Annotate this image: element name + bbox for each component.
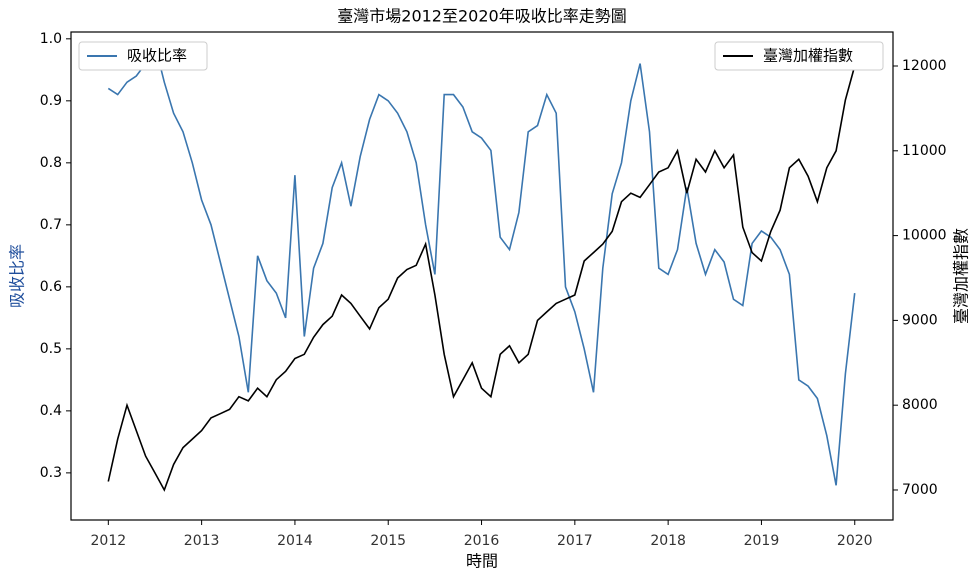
y-tick-label: 0.8 [40,155,62,171]
legend-label: 臺灣加權指數 [763,47,853,65]
y-tick-label: 0.6 [40,279,62,295]
y-tick-label: 0.4 [40,403,62,419]
y2-tick-label: 11000 [902,143,947,159]
y2-tick-label: 12000 [902,58,947,74]
y2-tick-label: 7000 [902,482,938,498]
legend-box [714,41,884,71]
x-axis-label: 時間 [466,552,498,571]
series-line [107,42,856,486]
x-tick-label: 2017 [557,533,593,549]
legend-box [78,41,208,71]
x-tick-label: 2020 [837,533,873,549]
x-tick-label: 2015 [370,533,406,549]
y2-tick-label: 9000 [902,312,938,328]
plot-frame [70,31,894,521]
x-tick-label: 2019 [744,533,780,549]
x-tick-label: 2013 [184,533,220,549]
x-tick-label: 2016 [464,533,500,549]
y-tick-label: 1.0 [40,31,62,47]
y2-tick-label: 10000 [902,228,947,244]
y-axis-label: 吸收比率 [8,244,27,308]
y2-axis-label: 臺灣加權指數 [952,228,971,324]
x-tick-label: 2018 [650,533,686,549]
series-line [107,65,856,492]
chart-title: 臺灣市場2012至2020年吸收比率走勢圖 [337,7,626,26]
legend-label: 吸收比率 [127,47,187,65]
x-tick-label: 2012 [91,533,127,549]
y-tick-label: 0.9 [40,93,62,109]
y-tick-label: 0.5 [40,341,62,357]
y-tick-label: 0.7 [40,217,62,233]
y-tick-label: 0.3 [40,465,62,481]
y2-tick-label: 8000 [902,397,938,413]
x-tick-label: 2014 [277,533,313,549]
